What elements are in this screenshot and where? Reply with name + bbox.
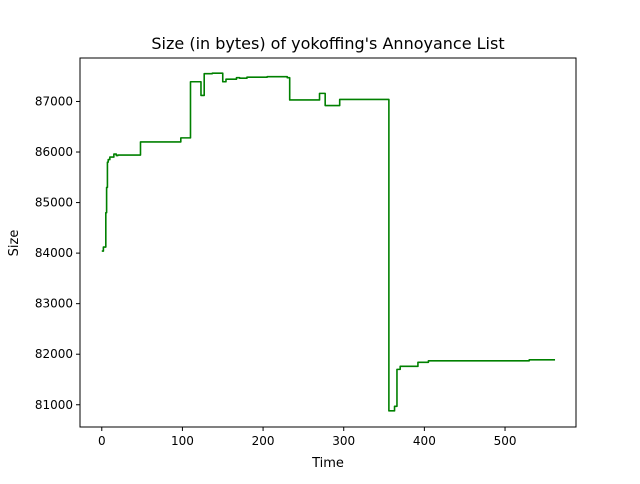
- x-tick-label: 400: [413, 434, 436, 448]
- x-axis: 0 100 200 300 400 500: [98, 427, 517, 448]
- y-tick-label: 85000: [35, 196, 73, 210]
- y-tick-label: 82000: [35, 347, 73, 361]
- x-tick-label: 0: [98, 434, 106, 448]
- x-tick-label: 100: [171, 434, 194, 448]
- y-tick-label: 83000: [35, 297, 73, 311]
- x-axis-label: Time: [311, 456, 344, 471]
- series-line: [101, 72, 556, 412]
- plot-series: [101, 72, 556, 412]
- x-tick-label: 300: [332, 434, 355, 448]
- y-axis-label: Size: [7, 230, 22, 257]
- x-tick-label: 200: [252, 434, 275, 448]
- y-tick-label: 84000: [35, 246, 73, 260]
- y-tick-label: 86000: [35, 145, 73, 159]
- plot-frame: [79, 57, 577, 428]
- x-tick-label: 500: [494, 434, 517, 448]
- y-tick-label: 87000: [35, 94, 73, 108]
- y-axis: 81000 82000 83000 84000 85000 86000 87000: [35, 94, 80, 412]
- chart-title: Size (in bytes) of yokoffing's Annoyance…: [151, 34, 504, 53]
- y-tick-label: 81000: [35, 398, 73, 412]
